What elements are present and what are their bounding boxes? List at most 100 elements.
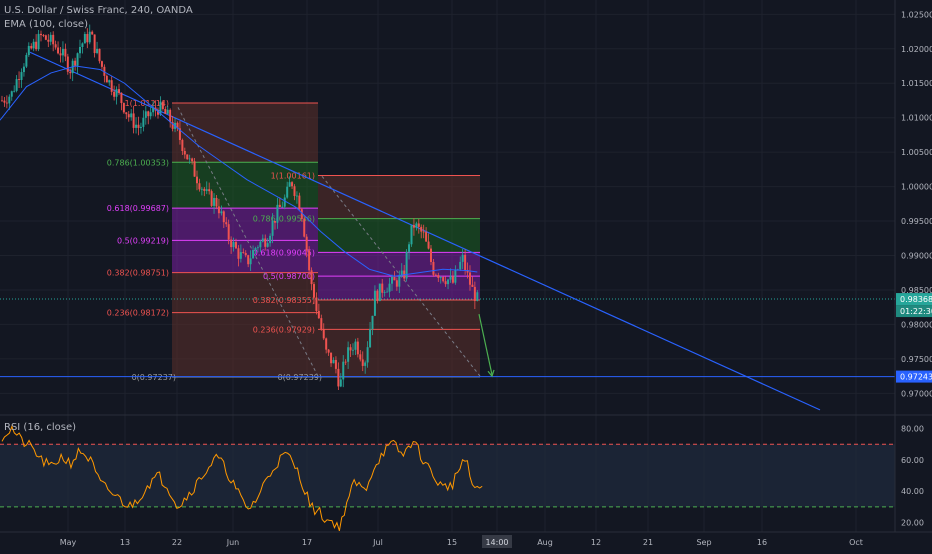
price-tick-label: 1.01000 [901, 114, 932, 123]
price-tick-label: 1.01500 [901, 79, 932, 88]
candle-body [49, 34, 52, 42]
candle-body [264, 238, 267, 247]
candle-body [344, 361, 347, 363]
candle-body [376, 290, 379, 302]
rsi-line [1, 425, 483, 532]
countdown-label: 01:22:30 [900, 307, 932, 316]
candle-body [351, 349, 354, 351]
time-tick-label: 22 [172, 538, 182, 547]
candle-body [390, 276, 393, 284]
time-tick-label: Sep [696, 538, 711, 547]
rsi-band-fill [0, 444, 895, 507]
candle-body [81, 43, 84, 47]
projection-arrow [478, 313, 493, 375]
candle-body [215, 197, 218, 207]
candle-body [439, 277, 442, 278]
candle-body [298, 195, 301, 210]
candle-body [115, 89, 118, 97]
candle-body [125, 112, 128, 115]
candle-body [122, 103, 125, 113]
candle-body [96, 48, 99, 54]
candles [1, 24, 479, 390]
candle-body [395, 280, 398, 287]
candle-body [139, 126, 142, 128]
candle-body [27, 45, 30, 56]
fib-right-level-label: 0.236(0.97929) [253, 325, 315, 334]
support-level-label: 0.97243 [900, 373, 932, 382]
candle-body [10, 91, 13, 97]
time-tick-label: 12 [591, 538, 601, 547]
candle-body [283, 197, 286, 207]
candle-body [303, 219, 306, 237]
candle-body [293, 186, 296, 196]
crosshair-time-badge [482, 535, 512, 548]
fib-left-level-label: 0.5(0.99219) [117, 236, 169, 245]
candle-body [266, 243, 269, 247]
candle-body [408, 244, 411, 252]
candle-body [8, 96, 11, 104]
countdown-badge [896, 305, 932, 318]
candle-body [5, 102, 8, 104]
candle-body [169, 109, 172, 123]
candle-body [300, 209, 303, 220]
candle-body [203, 188, 206, 191]
fib-right-level-label: 0(0.97239) [278, 373, 322, 382]
candle-body [30, 45, 33, 49]
candle-body [291, 182, 294, 187]
price-tick-label: 1.00000 [901, 183, 932, 192]
candle-body [195, 176, 198, 184]
candle-body [42, 35, 45, 36]
candle-body [295, 195, 298, 197]
candle-body [78, 46, 81, 54]
candle-body [349, 347, 352, 351]
candle-body [317, 310, 320, 319]
candle-body [18, 79, 21, 80]
candle-body [447, 279, 450, 285]
candle-body [422, 231, 425, 233]
candle-body [76, 53, 79, 66]
candle-body [166, 109, 169, 114]
price-tick-label: 1.02000 [901, 45, 932, 54]
candle-body [393, 276, 396, 281]
candle-body [15, 79, 18, 91]
fib-left-zone [172, 102, 318, 163]
candle-body [281, 206, 284, 208]
rsi-tick-label: 40.00 [901, 487, 924, 496]
candle-body [468, 272, 471, 285]
swing-line-right [321, 175, 481, 377]
candle-body [369, 328, 372, 348]
time-tick-label: 17 [302, 538, 312, 547]
candle-body [164, 108, 167, 114]
candle-body [54, 44, 57, 48]
candle-body [35, 41, 38, 50]
candle-body [334, 359, 337, 369]
candle-body [1, 100, 3, 102]
fib-left-zone [172, 162, 318, 209]
fib-left-level-label: 1(1.01214) [125, 99, 169, 108]
candle-body [213, 197, 216, 206]
fib-left-level-label: 0.236(0.98172) [107, 309, 169, 318]
candle-body [120, 92, 123, 104]
time-tick-label: Oct [849, 538, 863, 547]
candle-body [86, 33, 89, 43]
price-tick-label: 0.99500 [901, 217, 932, 226]
candle-body [110, 80, 113, 92]
candle-body [152, 107, 155, 113]
ema-legend: EMA (100, close) [4, 19, 88, 30]
fib-right-zone [318, 175, 480, 219]
candle-body [105, 75, 108, 83]
candle-body [208, 189, 211, 192]
rsi-tick-label: 60.00 [901, 456, 924, 465]
candle-body [322, 328, 325, 339]
candle-body [417, 223, 420, 227]
last-price-label: 0.98368 [900, 295, 932, 304]
candle-body [278, 204, 281, 208]
candle-body [325, 338, 328, 350]
candle-body [239, 252, 242, 259]
candle-body [383, 292, 386, 293]
candle-body [359, 354, 362, 360]
candle-body [405, 251, 408, 279]
candle-body [400, 270, 403, 276]
